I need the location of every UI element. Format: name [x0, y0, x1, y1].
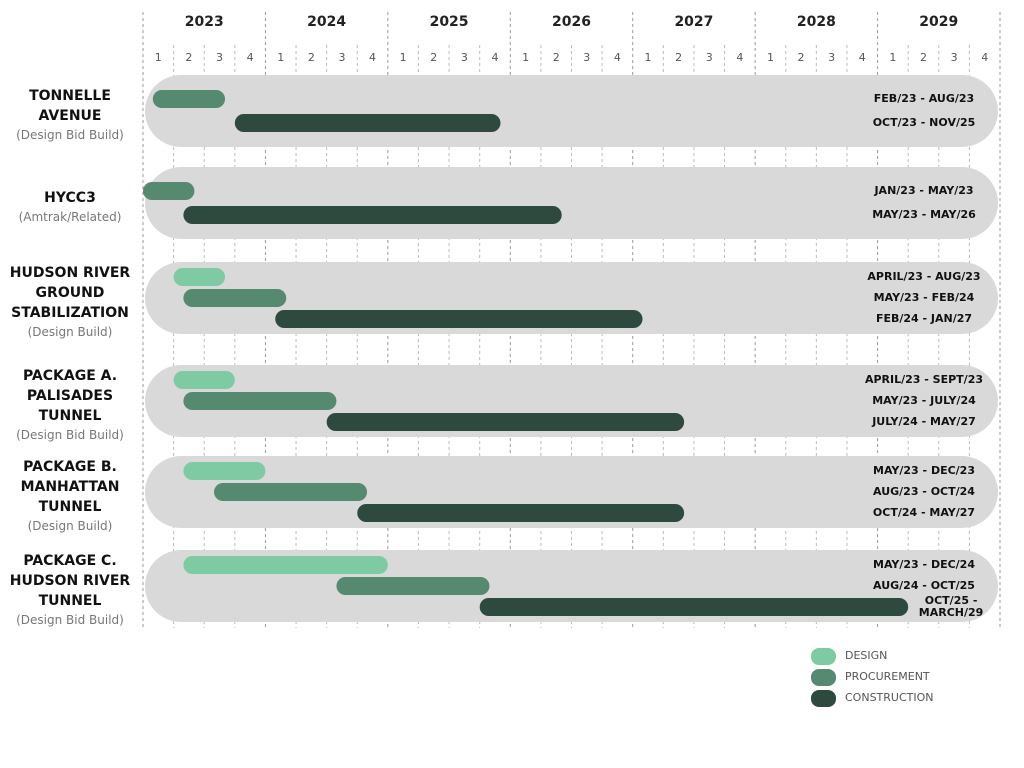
- date-label: FEB/23 - AUG/23: [873, 92, 975, 105]
- task-bar: [275, 310, 643, 328]
- quarter-label: 3: [583, 51, 590, 64]
- task-method: (Design Bid Build): [16, 428, 124, 442]
- quarter-label: 4: [614, 51, 621, 64]
- task-bar: [173, 268, 226, 286]
- quarter-label: 4: [369, 51, 376, 64]
- quarter-label: 2: [185, 51, 192, 64]
- task-bar: [479, 598, 909, 616]
- task-method: (Design Bid Build): [16, 128, 124, 142]
- date-label: JULY/24 - MAY/27: [872, 415, 976, 428]
- task-name: HYCC3 (Amtrak/Related): [6, 188, 134, 226]
- quarter-label: 1: [767, 51, 774, 64]
- quarter-label: 1: [645, 51, 652, 64]
- task-method: (Design Bid Build): [16, 613, 124, 627]
- quarter-label: 1: [889, 51, 896, 64]
- quarter-label: 3: [951, 51, 958, 64]
- legend-swatch: [811, 690, 836, 707]
- quarter-label: 2: [675, 51, 682, 64]
- date-label: AUG/23 - OCT/24: [873, 485, 975, 498]
- task-bar: [336, 577, 490, 595]
- year-label: 2029: [919, 14, 958, 30]
- date-label: APRIL/23 - AUG/23: [867, 270, 981, 283]
- quarter-label: 2: [920, 51, 927, 64]
- task-bar: [183, 289, 287, 307]
- quarter-label: 4: [859, 51, 866, 64]
- task-bar: [143, 182, 195, 200]
- quarter-label: 2: [798, 51, 805, 64]
- date-label: OCT/25 - MARCH/29: [918, 594, 984, 619]
- date-label: OCT/24 - MAY/27: [872, 506, 976, 519]
- task-name: PACKAGE A. PALISADES TUNNEL (Design Bid B…: [6, 366, 134, 444]
- task-bar: [183, 206, 562, 224]
- quarter-label: 4: [736, 51, 743, 64]
- quarter-label: 1: [277, 51, 284, 64]
- quarter-label: 4: [981, 51, 988, 64]
- task-bar: [152, 90, 226, 108]
- quarter-label: 4: [491, 51, 498, 64]
- row-band: [145, 75, 998, 147]
- year-label: 2023: [185, 14, 224, 30]
- date-label: MAY/23 - MAY/26: [872, 208, 976, 221]
- quarter-label: 2: [430, 51, 437, 64]
- quarter-label: 2: [553, 51, 560, 64]
- legend-label: DESIGN: [845, 649, 887, 662]
- task-name: PACKAGE B. MANHATTAN TUNNEL (Design Build…: [6, 457, 134, 535]
- date-label: MAY/23 - DEC/23: [873, 464, 975, 477]
- quarter-label: 4: [247, 51, 254, 64]
- date-label: MAY/23 - FEB/24: [873, 291, 975, 304]
- date-label: JAN/23 - MAY/23: [874, 184, 974, 197]
- quarter-label: 1: [400, 51, 407, 64]
- task-name: HUDSON RIVER GROUND STABILIZATION (Design…: [6, 263, 134, 341]
- year-label: 2026: [552, 14, 591, 30]
- legend-swatch: [811, 669, 836, 686]
- date-label: AUG/24 - OCT/25: [873, 579, 975, 592]
- legend-label: PROCUREMENT: [845, 670, 930, 683]
- quarter-label: 1: [522, 51, 529, 64]
- quarter-label: 3: [828, 51, 835, 64]
- task-bar: [183, 392, 337, 410]
- date-label: FEB/24 - JAN/27: [875, 312, 973, 325]
- year-label: 2025: [430, 14, 469, 30]
- date-label: OCT/23 - NOV/25: [872, 116, 976, 129]
- quarter-label: 3: [706, 51, 713, 64]
- task-method: (Design Build): [27, 325, 113, 339]
- task-method: (Design Build): [27, 519, 113, 533]
- task-method: (Amtrak/Related): [18, 210, 122, 224]
- quarter-label: 1: [155, 51, 162, 64]
- date-label: APRIL/23 - SEPT/23: [864, 373, 984, 386]
- task-bar: [357, 504, 685, 522]
- date-label: MAY/23 - DEC/24: [873, 558, 975, 571]
- quarter-label: 3: [461, 51, 468, 64]
- year-label: 2024: [307, 14, 346, 30]
- task-name: PACKAGE C. HUDSON RIVER TUNNEL (Design Bi…: [6, 551, 134, 629]
- date-label: MAY/23 - JULY/24: [872, 394, 976, 407]
- task-bar: [234, 114, 501, 132]
- task-bar: [214, 483, 368, 501]
- row-band: [145, 167, 998, 239]
- legend-swatch: [811, 648, 836, 665]
- legend-label: CONSTRUCTION: [845, 691, 934, 704]
- task-bar: [326, 413, 685, 431]
- task-bar: [183, 462, 266, 480]
- year-label: 2028: [797, 14, 836, 30]
- year-label: 2027: [674, 14, 713, 30]
- quarter-label: 3: [216, 51, 223, 64]
- quarter-label: 3: [338, 51, 345, 64]
- task-name: TONNELLE AVENUE (Design Bid Build): [6, 86, 134, 144]
- task-bar: [183, 556, 388, 574]
- quarter-label: 2: [308, 51, 315, 64]
- task-bar: [173, 371, 235, 389]
